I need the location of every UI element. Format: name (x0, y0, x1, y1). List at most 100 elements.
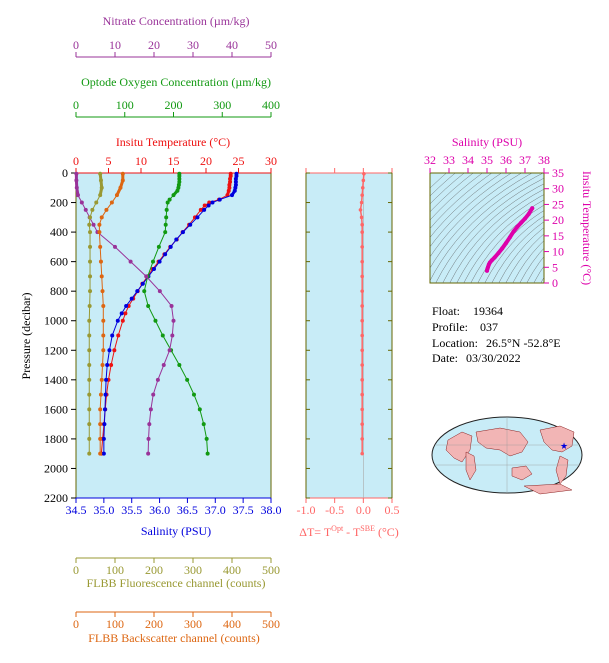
density-contour (456, 194, 544, 283)
ts-temperature-tick-label: 20 (552, 213, 564, 227)
delta-t-point (360, 392, 364, 397)
delta-t-point (360, 333, 364, 338)
delta-t-point (362, 171, 366, 176)
fluorescence-point (88, 259, 93, 264)
salinity-point (140, 281, 145, 286)
delta-t-series (358, 171, 366, 456)
temperature-tick-label: 10 (135, 154, 147, 168)
delta-t-point (360, 274, 364, 279)
backscatter-point (98, 392, 103, 397)
float-label: Float: (432, 304, 460, 318)
ts-point (519, 220, 524, 225)
date-label: Date: (432, 351, 458, 365)
delta-t-point (360, 407, 364, 412)
date-value: 03/30/2022 (466, 351, 521, 365)
nitrate-point (171, 318, 176, 323)
density-contour (484, 215, 544, 283)
fluorescence-series (87, 171, 104, 456)
salinity-point (110, 333, 115, 338)
delta-t-axis-title: ΔT= TOpt - TSBE (°C) (299, 524, 399, 539)
ts-point (530, 206, 535, 211)
oxygen-point (177, 363, 182, 368)
salinity-tick-label: 37.5 (233, 503, 254, 517)
nitrate-point (146, 436, 151, 441)
float-info: Float: 19364 Profile: 037 Location: 26.5… (432, 304, 561, 365)
fluorescence-point (87, 451, 92, 456)
salinity-point (152, 267, 156, 272)
density-contour (533, 265, 544, 283)
density-contour (512, 240, 544, 283)
oxygen-point (204, 436, 209, 441)
temperature-tick-label: 25 (233, 154, 245, 168)
density-contour (491, 221, 544, 283)
nitrate-tick-label: 40 (226, 38, 238, 52)
temperature-point (109, 363, 114, 368)
oxygen-point (197, 407, 202, 412)
oxygen-point (205, 451, 210, 456)
ts-point (523, 216, 527, 221)
oxygen-axis: 0 100 200 300 400 (73, 98, 280, 118)
temperature-axis-title: Insitu Temperature (°C) (116, 135, 230, 149)
nitrate-surface-line (74, 173, 80, 196)
backscatter-point (101, 348, 106, 353)
backscatter-tick-label: 400 (223, 617, 241, 631)
salinity-point (168, 244, 173, 249)
backscatter-point (98, 422, 103, 427)
fluorescence-tick-label: 400 (223, 563, 241, 577)
fluorescence-point (87, 377, 92, 382)
ts-point (507, 235, 512, 240)
delta-t-axis: -1.0 -0.5 0.0 0.5 (297, 168, 400, 517)
salinity-point (206, 203, 211, 208)
oxygen-point (151, 259, 156, 264)
temperature-axis: 0 5 10 15 20 25 30 (73, 154, 277, 174)
density-contour (442, 183, 544, 283)
backscatter-point (98, 259, 103, 264)
nitrate-point (170, 333, 175, 338)
oxygen-point (142, 289, 147, 294)
fluorescence-point (87, 363, 92, 368)
density-contour (430, 173, 474, 213)
ts-temperature-tick-label: 10 (552, 245, 564, 259)
backscatter-tick-label: 0 (73, 617, 79, 631)
fluorescence-surface-line (98, 173, 104, 196)
fluorescence-point (87, 318, 92, 323)
fluorescence-tick-label: 200 (145, 563, 163, 577)
salinity-point (119, 311, 124, 316)
density-contours (430, 173, 544, 283)
oxygen-tick-label: 400 (262, 98, 280, 112)
density-contour (430, 173, 522, 258)
delta-t-tick-label: 0.0 (356, 503, 371, 517)
nitrate-point (144, 274, 149, 279)
nitrate-point (157, 289, 162, 294)
backscatter-series (97, 171, 125, 456)
fluorescence-tick-label: 100 (106, 563, 124, 577)
ts-point (511, 229, 516, 234)
backscatter-point (99, 274, 104, 279)
ts-salinity-tick-label: 37 (519, 153, 531, 167)
ts-series (485, 206, 535, 273)
salinity-point (129, 296, 134, 301)
salinity-tick-label: 36.5 (177, 503, 198, 517)
ts-temperature-axis-title: Insitu Temperature (°C) (580, 171, 594, 285)
backscatter-point (97, 222, 102, 227)
pressure-tick-label: 1600 (44, 402, 68, 416)
world-map: ★ (431, 416, 583, 495)
density-contour (430, 173, 533, 269)
nitrate-point (151, 392, 156, 397)
oxygen-surface-line (172, 173, 181, 197)
backscatter-point (101, 318, 106, 323)
pressure-tick-label: 200 (50, 196, 68, 210)
salinity-point (163, 252, 168, 257)
temperature-point (120, 318, 125, 323)
salinity-point (188, 222, 193, 227)
nitrate-tick-label: 20 (148, 38, 160, 52)
ts-point (492, 255, 497, 260)
delta-t-point (360, 363, 364, 367)
profile-series (74, 171, 239, 456)
temperature-point (112, 348, 117, 353)
salinity-point (195, 215, 200, 220)
delta-t-point (360, 451, 364, 456)
nitrate-axis: 0 10 20 30 40 50 (73, 38, 277, 58)
nitrate-point (167, 348, 172, 353)
ts-point (485, 268, 489, 273)
